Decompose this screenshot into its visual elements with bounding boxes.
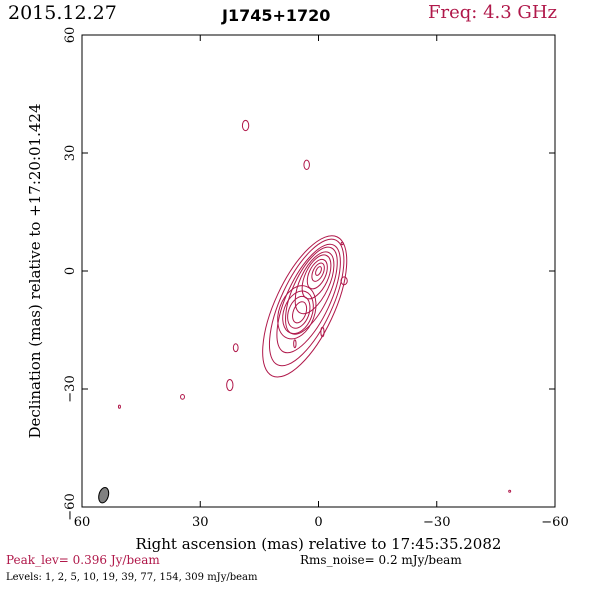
rms-noise: Rms_noise= 0.2 mJy/beam [300,553,462,567]
noise-island-contour [340,276,348,286]
noise-island-contour [293,339,297,349]
peak-level: Peak_lev= 0.396 Jy/beam [6,553,160,567]
y-tick-label: −60 [63,493,78,520]
core-contour [301,254,332,300]
core-contour [262,235,348,378]
core-contour [268,238,345,367]
core-contour [306,258,328,290]
source-name: J1745+1720 [222,6,331,25]
noise-island-contour [226,379,234,392]
lobe-contour [282,290,314,335]
x-tick-label: −30 [423,515,450,530]
y-tick-label: 30 [63,145,78,162]
frequency-label: Freq: 4.3 GHz [428,2,557,23]
contour-levels: Levels: 1, 2, 5, 10, 19, 39, 77, 154, 30… [6,572,258,583]
lobe-contour [277,285,317,340]
noise-island-contour [232,343,239,353]
x-axis-label: Right ascension (mas) relative to 17:45:… [136,535,502,553]
contour-layer [117,119,512,493]
x-tick-label: 60 [74,515,91,530]
core-contour [294,251,335,315]
noise-island-contour [320,326,325,338]
noise-island-contour [303,159,310,171]
x-tick-label: 30 [192,515,209,530]
noise-island-contour [180,394,185,400]
y-tick-label: −30 [63,375,78,402]
noise-island-contour [241,119,250,132]
core-contour [315,266,322,276]
observation-date: 2015.12.27 [8,2,117,24]
y-tick-label: 0 [63,267,78,275]
noise-island-contour [340,241,344,246]
core-contour [311,262,325,282]
x-tick-label: −60 [541,515,568,530]
noise-island-contour [508,489,512,493]
x-tick-label: 0 [314,515,322,530]
lobe-contour [287,295,311,329]
plot-frame [81,34,556,508]
lobe-contour [292,301,308,324]
beam-layer [98,487,110,504]
noise-island-contour [117,404,121,409]
beam-ellipse [98,487,110,504]
core-contour [276,243,341,354]
y-axis-label: Declination (mas) relative to +17:20:01.… [26,103,44,438]
y-tick-label: 60 [63,27,78,44]
